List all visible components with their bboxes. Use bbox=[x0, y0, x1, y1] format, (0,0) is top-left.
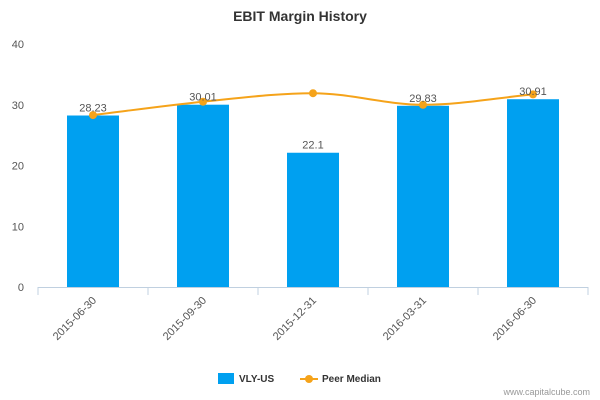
bar-data-label: 30.91 bbox=[519, 86, 547, 98]
bar bbox=[507, 99, 559, 288]
legend-marker-peer-median bbox=[305, 375, 313, 383]
chart-title: EBIT Margin History bbox=[233, 8, 367, 24]
peer-median-point bbox=[309, 89, 317, 98]
x-tick-label: 2016-06-30 bbox=[491, 295, 539, 343]
bar-data-label: 22.1 bbox=[302, 140, 323, 152]
x-tick-label: 2015-12-31 bbox=[271, 295, 319, 343]
bar bbox=[397, 105, 449, 288]
y-tick-label: 0 bbox=[18, 282, 24, 294]
legend: VLY-US Peer Median bbox=[218, 373, 381, 385]
peer-median-series bbox=[89, 89, 537, 120]
x-tick-label: 2015-06-30 bbox=[51, 295, 99, 343]
legend-swatch-vly-us bbox=[218, 373, 234, 384]
y-tick-label: 20 bbox=[12, 161, 24, 173]
y-tick-label: 30 bbox=[12, 100, 24, 112]
peer-median-point bbox=[199, 97, 207, 106]
peer-median-point bbox=[89, 111, 97, 120]
y-tick-label: 10 bbox=[12, 221, 24, 233]
bar bbox=[177, 104, 229, 288]
x-tick-label: 2016-03-31 bbox=[381, 295, 429, 343]
peer-median-point bbox=[529, 90, 537, 99]
peer-median-point bbox=[419, 100, 427, 109]
x-tick-label: 2015-09-30 bbox=[161, 295, 209, 343]
bar-data-label: 29.83 bbox=[409, 93, 437, 105]
bar bbox=[67, 115, 119, 287]
y-tick-label: 40 bbox=[12, 39, 24, 51]
y-axis: 0 10 20 30 40 bbox=[12, 39, 24, 294]
bar-data-labels: 28.23 30.01 22.1 29.83 30.91 bbox=[79, 86, 547, 152]
legend-label-vly-us: VLY-US bbox=[239, 374, 275, 385]
legend-label-peer-median: Peer Median bbox=[322, 374, 381, 385]
bar-series bbox=[67, 99, 559, 288]
bar-data-label: 28.23 bbox=[79, 103, 107, 115]
bar-data-label: 30.01 bbox=[189, 92, 217, 104]
credit-text: www.capitalcube.com bbox=[502, 387, 590, 397]
x-axis: 2015-06-30 2015-09-30 2015-12-31 2016-03-31… bbox=[37, 287, 589, 343]
bar bbox=[287, 152, 339, 287]
